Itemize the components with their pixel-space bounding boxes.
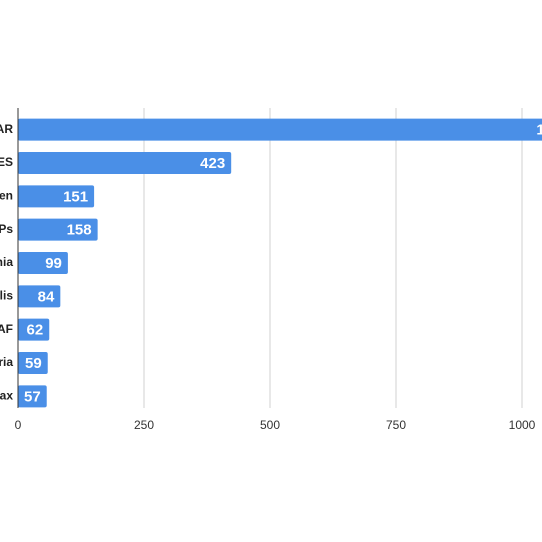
value-label: 158 — [67, 222, 92, 239]
value-label: 423 — [200, 155, 225, 172]
x-tick-label: 1000 — [509, 418, 536, 432]
value-label: 59 — [25, 355, 42, 372]
value-label: 151 — [63, 188, 88, 205]
y-tick-label: nia — [0, 255, 13, 269]
bar — [18, 252, 68, 274]
y-tick-label: lis — [0, 289, 13, 303]
y-tick-label: AR — [0, 122, 13, 136]
bar — [18, 218, 98, 241]
bar — [18, 352, 48, 374]
x-tick-label: 250 — [134, 418, 154, 432]
x-tick-label: 0 — [15, 418, 22, 432]
value-label: 62 — [27, 322, 44, 339]
bar — [18, 318, 50, 341]
value-label: 1105 — [536, 122, 542, 139]
y-tick-label: AF — [0, 322, 13, 336]
y-tick-label: en — [0, 189, 13, 203]
y-tick-label: ES — [0, 155, 13, 169]
value-label: 99 — [45, 255, 62, 272]
y-tick-label: Ps — [0, 222, 13, 236]
y-tick-label: ax — [0, 389, 13, 403]
bar — [18, 385, 47, 408]
y-tick-label: ria — [0, 355, 13, 369]
bar — [18, 185, 95, 208]
bar — [18, 285, 61, 308]
value-label: 84 — [38, 288, 55, 305]
bar — [18, 118, 542, 141]
bar — [18, 152, 232, 174]
x-tick-label: 750 — [386, 418, 406, 432]
value-label: 57 — [24, 388, 41, 405]
x-tick-label: 500 — [260, 418, 280, 432]
